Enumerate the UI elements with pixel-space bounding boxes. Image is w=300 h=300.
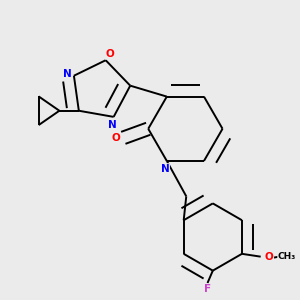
Text: N: N bbox=[161, 164, 170, 174]
Text: O: O bbox=[112, 133, 121, 143]
Text: CH₃: CH₃ bbox=[278, 252, 296, 261]
Text: O: O bbox=[265, 252, 274, 262]
Text: N: N bbox=[107, 120, 116, 130]
Text: N: N bbox=[63, 69, 72, 79]
Text: O: O bbox=[106, 49, 114, 59]
Text: F: F bbox=[204, 284, 211, 294]
